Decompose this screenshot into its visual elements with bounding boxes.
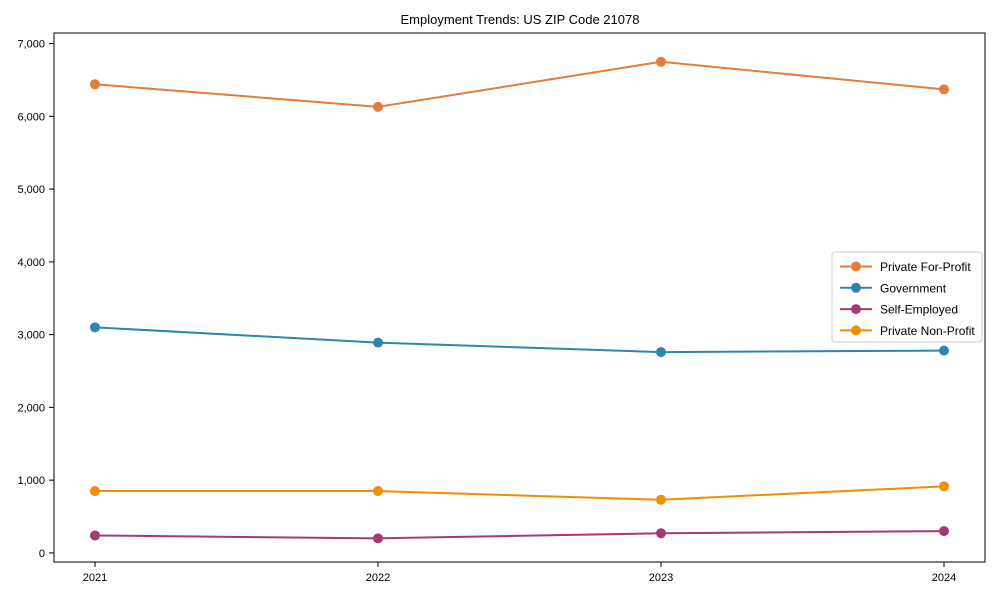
y-tick-label: 2,000: [17, 402, 45, 414]
legend-item-label-self-employed: Self-Employed: [880, 303, 958, 317]
data-point-government: [373, 337, 383, 348]
legend-box: [831, 251, 983, 343]
legend-item-label-government: Government: [880, 281, 947, 295]
data-point-self-employed: [939, 526, 949, 537]
legend-item-label-private-for-profit: Private For-Profit: [880, 260, 971, 274]
series-line-private-for-profit: [94, 60, 945, 108]
series-lines: [90, 56, 949, 544]
data-point-self-employed: [90, 530, 100, 541]
y-tick-label: 7,000: [17, 39, 45, 51]
chart-title: Employment Trends: US ZIP Code 21078: [401, 12, 640, 27]
legend-swatch-marker-private-non-profit: [851, 325, 861, 336]
legend-swatch-marker-self-employed: [851, 304, 861, 315]
x-tick-label: 2023: [649, 572, 673, 584]
legend-swatch-marker-government: [851, 282, 861, 293]
series-line-self-employed: [94, 530, 945, 540]
data-point-self-employed: [373, 533, 383, 544]
plot-area: [53, 32, 986, 563]
series-line-private-non-profit: [95, 485, 945, 501]
y-tick-label: 4,000: [17, 257, 45, 269]
data-point-private-for-profit: [373, 101, 383, 112]
data-point-private-for-profit: [656, 56, 666, 67]
x-tick-label: 2022: [366, 572, 390, 584]
y-tick-label: 5,000: [17, 184, 45, 196]
data-point-private-non-profit: [656, 494, 666, 505]
legend: Private For-Profit Government Self-Employe…: [831, 251, 983, 343]
data-point-private-for-profit: [939, 84, 949, 95]
x-axis: 2021 2022 2023 2024: [83, 562, 956, 584]
y-tick-label: 3,000: [17, 330, 45, 342]
x-tick-label: 2021: [83, 572, 107, 584]
legend-item-label-private-non-profit: Private Non-Profit: [880, 324, 975, 338]
series-line-government: [94, 326, 945, 354]
legend-swatch-marker-private-for-profit: [851, 261, 861, 272]
data-point-private-for-profit: [90, 79, 100, 90]
data-point-government: [656, 347, 666, 358]
data-point-self-employed: [656, 528, 666, 539]
y-axis: 0 1,000 2,000 3,000 4,000 5,000 6,000 7,000: [17, 39, 54, 560]
data-point-government: [939, 345, 949, 356]
data-point-private-non-profit: [90, 486, 100, 497]
data-point-private-non-profit: [939, 481, 949, 492]
data-point-government: [90, 322, 100, 333]
data-point-private-non-profit: [373, 486, 383, 497]
y-tick-label: 0: [39, 548, 45, 560]
x-tick-label: 2024: [932, 572, 956, 584]
y-tick-label: 1,000: [17, 475, 45, 487]
y-tick-label: 6,000: [17, 111, 45, 123]
